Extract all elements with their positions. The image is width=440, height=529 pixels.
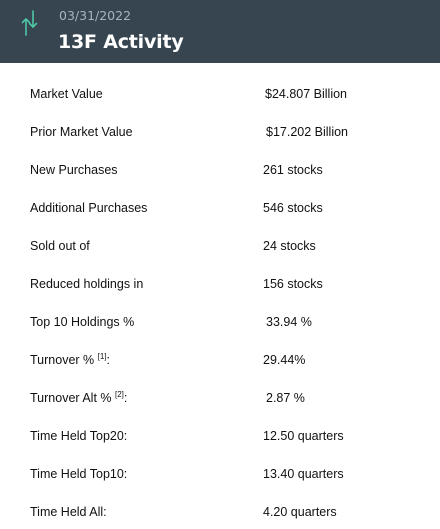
- row-label: Turnover Alt % [2]:: [30, 388, 127, 408]
- turnover-label-text: Turnover %: [30, 353, 95, 367]
- row-label: Prior Market Value: [30, 125, 133, 139]
- up-down-arrows-icon: [21, 10, 38, 36]
- row-value: 12.50 quarters: [263, 429, 344, 443]
- report-date: 03/31/2022: [59, 8, 132, 23]
- row-value: 546 stocks: [263, 201, 323, 215]
- table-row: Market Value $24.807 Billion: [0, 84, 440, 104]
- row-label: Turnover % [1]:: [30, 350, 110, 370]
- table-row: Time Held All: 4.20 quarters: [0, 502, 440, 522]
- row-value: 4.20 quarters: [263, 505, 337, 519]
- row-label: Reduced holdings in: [30, 277, 144, 291]
- row-label: Top 10 Holdings %: [30, 315, 135, 329]
- row-value: 156 stocks: [263, 277, 323, 291]
- row-value: 2.87 %: [266, 391, 305, 405]
- table-row: New Purchases 261 stocks: [0, 160, 440, 180]
- table-row: Time Held Top10: 13.40 quarters: [0, 464, 440, 484]
- row-label: Time Held Top10:: [30, 467, 128, 481]
- row-value: 29.44%: [263, 353, 306, 367]
- footnote-link[interactable]: [1]: [97, 352, 107, 361]
- table-row: Prior Market Value $17.202 Billion: [0, 122, 440, 142]
- row-value: $17.202 Billion: [266, 125, 349, 139]
- row-label: Sold out of: [30, 239, 90, 253]
- activity-header: 03/31/2022 13F Activity: [0, 0, 440, 63]
- row-value: $24.807 Billion: [265, 87, 348, 101]
- row-label: Time Held All:: [30, 505, 107, 519]
- row-value: 13.40 quarters: [263, 467, 344, 481]
- page-title: 13F Activity: [58, 31, 184, 53]
- row-value: 33.94 %: [266, 315, 312, 329]
- label-suffix: :: [123, 391, 128, 405]
- turnover-alt-label-text: Turnover Alt %: [30, 391, 112, 405]
- row-label: Market Value: [30, 87, 103, 101]
- row-label: Additional Purchases: [30, 201, 148, 215]
- table-row: Additional Purchases 546 stocks: [0, 198, 440, 218]
- footnote-link[interactable]: [2]: [115, 390, 124, 399]
- row-value: 261 stocks: [263, 163, 323, 177]
- table-row: Turnover % [1]: 29.44%: [0, 350, 440, 370]
- row-label: Time Held Top20:: [30, 429, 128, 443]
- table-row: Sold out of 24 stocks: [0, 236, 440, 256]
- table-row: Reduced holdings in 156 stocks: [0, 274, 440, 294]
- row-label: New Purchases: [30, 163, 118, 177]
- row-value: 24 stocks: [263, 239, 316, 253]
- table-row: Time Held Top20: 12.50 quarters: [0, 426, 440, 446]
- label-suffix: :: [106, 353, 111, 367]
- table-row: Top 10 Holdings % 33.94 %: [0, 312, 440, 332]
- table-row: Turnover Alt % [2]: 2.87 %: [0, 388, 440, 408]
